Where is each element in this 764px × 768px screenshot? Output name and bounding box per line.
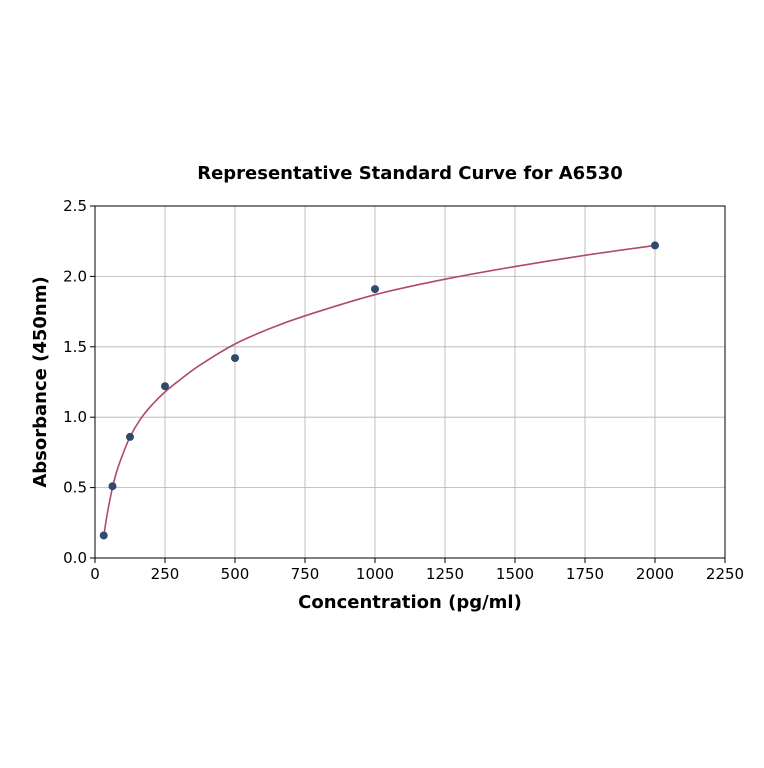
x-tick-label: 250: [151, 565, 180, 583]
y-tick-label: 0.0: [63, 549, 87, 567]
x-tick-label: 1250: [426, 565, 464, 583]
data-point: [651, 241, 659, 250]
x-tick-label: 0: [90, 565, 100, 583]
x-axis-label: Concentration (pg/ml): [298, 592, 522, 613]
x-tick-label: 2000: [636, 565, 674, 583]
x-tick-label: 2250: [706, 565, 744, 583]
data-point: [126, 432, 134, 441]
x-tick-label: 1500: [496, 565, 534, 583]
data-point: [371, 285, 379, 294]
fit-curve-line: [102, 244, 656, 537]
y-tick-label: 2.5: [63, 197, 87, 215]
y-tick-label: 2.0: [63, 267, 87, 285]
plot-frame: [94, 205, 726, 559]
data-point: [161, 382, 169, 391]
y-tick-label: 0.5: [63, 479, 87, 497]
x-tick-label: 1750: [566, 565, 604, 583]
data-point: [99, 531, 108, 540]
y-tick-label: 1.0: [63, 408, 87, 426]
x-tick-label: 500: [221, 565, 250, 583]
y-tick-label: 1.5: [63, 338, 87, 356]
chart-title: Representative Standard Curve for A6530: [197, 163, 623, 184]
y-axis-label: Absorbance (450nm): [30, 276, 51, 487]
data-point: [231, 354, 239, 363]
x-tick-label: 1000: [356, 565, 394, 583]
x-tick-label: 750: [291, 565, 320, 583]
data-point: [108, 482, 117, 491]
